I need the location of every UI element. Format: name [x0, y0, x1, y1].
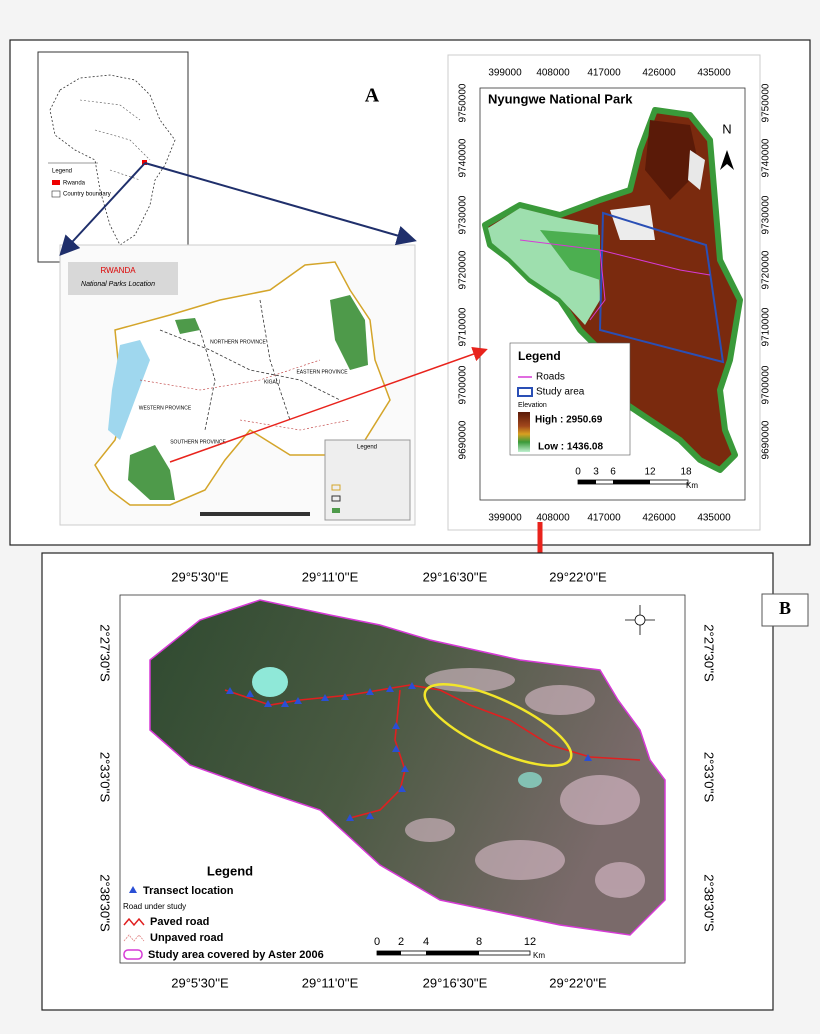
scale-label: 18	[680, 467, 692, 478]
legend-item: Rwanda	[63, 181, 86, 187]
panel-label-box	[761, 593, 809, 627]
y-tick-label: 9730000	[458, 195, 469, 234]
legend-item: Paved road	[150, 916, 209, 928]
y-tick-label: 9710000	[458, 307, 469, 346]
y-tick-label: 2°38'30''S	[98, 874, 113, 932]
y-tick-label: 9690000	[458, 420, 469, 459]
legend-title: Legend	[52, 169, 72, 175]
scale-unit: Km	[686, 481, 698, 490]
scale-unit: Km	[533, 951, 545, 960]
scale-label: 12	[644, 467, 656, 478]
x-tick-label: 417000	[587, 513, 621, 524]
x-tick-label: 435000	[697, 513, 731, 524]
x-tick-label: 29°22'0''E	[549, 975, 607, 990]
satellite-map: Legend Transect location Road under stud…	[88, 562, 740, 995]
map-title: Nyungwe National Park	[488, 91, 633, 106]
y-tick-label: 9720000	[761, 250, 772, 289]
legend-title: Legend	[207, 863, 253, 878]
scale-label: 0	[374, 936, 380, 948]
y-tick-label: 2°27'30''S	[98, 624, 113, 682]
scale-label: 8	[476, 936, 482, 948]
y-tick-label: 2°33'0''S	[98, 752, 113, 803]
arrow	[59, 162, 146, 256]
x-tick-label: 29°16'30''E	[423, 569, 488, 584]
x-tick-label: 29°5'30''E	[171, 975, 229, 990]
y-tick-label: 2°27'30''S	[702, 624, 717, 682]
x-tick-label: 426000	[642, 513, 676, 524]
scale-label: 6	[610, 467, 616, 478]
y-tick-label: 9740000	[761, 138, 772, 177]
region-label: SOUTHERN PROVINCE	[170, 439, 226, 445]
legend-item: Country boundary	[63, 192, 111, 198]
y-tick-label: 2°38'30''S	[702, 874, 717, 932]
x-tick-label: 29°5'30''E	[171, 569, 229, 584]
y-tick-label: 2°33'0''S	[702, 752, 717, 803]
scale-label: 3	[593, 467, 599, 478]
y-tick-label: 9710000	[761, 307, 772, 346]
map-title: RWANDA	[100, 266, 136, 275]
legend-item: Unpaved road	[150, 932, 223, 944]
scale-label: 4	[423, 936, 429, 948]
legend-item: High : 2950.69	[535, 415, 603, 426]
x-tick-label: 29°16'30''E	[423, 975, 488, 990]
x-tick-label: 408000	[536, 68, 570, 79]
nyungwe-map: Nyungwe National Park N Legend Roads Stu…	[447, 54, 761, 531]
x-tick-label: 435000	[697, 68, 731, 79]
y-tick-label: 9730000	[761, 195, 772, 234]
y-tick-label: 9750000	[458, 83, 469, 122]
x-tick-label: 29°11'0''E	[302, 975, 359, 990]
x-tick-label: 399000	[488, 513, 522, 524]
north-label: N	[722, 121, 731, 136]
x-tick-label: 29°22'0''E	[549, 569, 607, 584]
x-tick-label: 399000	[488, 68, 522, 79]
scale-label: 0	[575, 467, 581, 478]
y-tick-label: 9740000	[458, 138, 469, 177]
y-tick-label: 9750000	[761, 83, 772, 122]
legend-subtitle: Elevation	[518, 402, 547, 409]
legend-item: Transect location	[143, 885, 234, 897]
legend-item: Study area	[536, 387, 585, 398]
legend-item: Low : 1436.08	[538, 442, 603, 453]
legend-subtitle: Road under study	[123, 902, 186, 911]
x-tick-label: 426000	[642, 68, 676, 79]
rwanda-map: RWANDA National Parks Location Legend NO…	[59, 244, 416, 526]
region-label: EASTERN PROVINCE	[296, 369, 348, 375]
region-label: WESTERN PROVINCE	[139, 405, 192, 411]
x-tick-label: 417000	[587, 68, 621, 79]
map-subtitle: National Parks Location	[81, 281, 155, 288]
legend-title: Legend	[518, 349, 561, 363]
africa-inset: Legend Rwanda Country boundary	[37, 51, 189, 263]
x-tick-label: 408000	[536, 513, 570, 524]
region-label: NORTHERN PROVINCE	[210, 339, 266, 345]
y-tick-label: 9720000	[458, 250, 469, 289]
y-tick-label: 9700000	[458, 365, 469, 404]
x-tick-label: 29°11'0''E	[302, 569, 359, 584]
y-tick-label: 9690000	[761, 420, 772, 459]
panel-label: A	[365, 85, 380, 107]
arrow	[169, 346, 488, 463]
scale-label: 12	[524, 936, 536, 948]
scale-label: 2	[398, 936, 404, 948]
panel-label: B	[779, 598, 791, 618]
arrow	[144, 162, 417, 246]
y-tick-label: 9700000	[761, 365, 772, 404]
legend-item: Study area covered by Aster 2006	[148, 949, 324, 961]
legend-title: Legend	[357, 445, 377, 451]
legend-item: Roads	[536, 372, 565, 383]
region-label: KIGALI	[264, 379, 280, 385]
